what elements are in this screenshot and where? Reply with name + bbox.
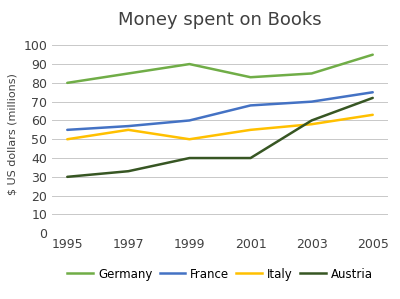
Italy — [126, 128, 131, 132]
Germany — [248, 75, 253, 79]
Austria — [248, 156, 253, 160]
Austria — [187, 156, 192, 160]
France — [65, 128, 70, 132]
Title: Money spent on Books: Money spent on Books — [118, 11, 322, 29]
Austria — [126, 170, 131, 173]
Germany — [187, 62, 192, 66]
Germany — [309, 72, 314, 75]
Germany — [126, 72, 131, 75]
Germany — [370, 53, 375, 57]
Italy — [187, 138, 192, 141]
Legend: Germany, France, Italy, Austria: Germany, France, Italy, Austria — [63, 263, 377, 285]
France — [309, 100, 314, 103]
Italy — [248, 128, 253, 132]
Line: France: France — [67, 92, 373, 130]
Austria — [370, 96, 375, 100]
Austria — [309, 119, 314, 122]
Y-axis label: $ US dollars (millions): $ US dollars (millions) — [8, 74, 18, 196]
Line: Italy: Italy — [67, 115, 373, 139]
France — [126, 124, 131, 128]
Italy — [65, 138, 70, 141]
Italy — [370, 113, 375, 117]
Germany — [65, 81, 70, 85]
Line: Germany: Germany — [67, 55, 373, 83]
Italy — [309, 122, 314, 126]
France — [187, 119, 192, 122]
Line: Austria: Austria — [67, 98, 373, 177]
France — [370, 91, 375, 94]
France — [248, 104, 253, 107]
Austria — [65, 175, 70, 179]
